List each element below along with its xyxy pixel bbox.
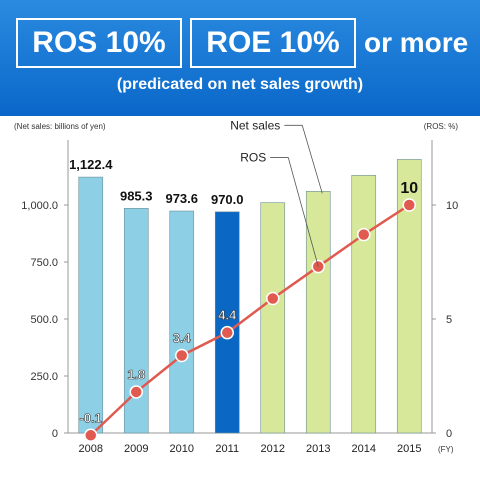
net-sales-callout-line [284, 124, 323, 194]
x-tick-label: 2012 [261, 443, 285, 455]
roe-target-box: ROE 10% [190, 18, 356, 68]
bar-net-sales-2011 [214, 211, 240, 434]
left-tick-label: 0 [52, 428, 58, 440]
ros-point-2009 [129, 385, 143, 399]
ros-value-label: -0.1 [80, 410, 102, 425]
x-tick-label: 2011 [215, 443, 239, 455]
chart-area: (Net sales: billions of yen) (ROS: %) 0 2… [0, 116, 480, 479]
ros-callout-line [270, 157, 319, 267]
x-tick-label: 2013 [306, 443, 330, 455]
left-tick-label: 1,000.0 [21, 200, 58, 212]
x-tick-label: 2010 [170, 443, 194, 455]
target-banner: ROS 10% ROE 10% or more (predicated on n… [0, 0, 480, 116]
ros-value-label: 10 [400, 180, 418, 197]
ros-value-label: 3.4 [173, 330, 192, 345]
ros-callout: ROS [240, 151, 266, 165]
left-axis-label: (Net sales: billions of yen) [14, 122, 106, 131]
ros-value-label: 4.4 [218, 308, 237, 323]
sales-ros-chart: (Net sales: billions of yen) (ROS: %) 0 2… [14, 118, 459, 455]
right-tick-label: 10 [446, 200, 458, 212]
left-tick-label: 250.0 [30, 371, 58, 383]
x-tick-label: 2009 [124, 443, 148, 455]
ros-point-2014 [357, 227, 371, 242]
ros-point-2012 [266, 291, 280, 306]
bar-net-sales-2012 [260, 202, 286, 434]
x-tick-label: 2014 [352, 443, 376, 455]
ros-value-label: 1.8 [127, 367, 145, 382]
left-tick-label: 500.0 [30, 314, 58, 326]
bar-net-sales-2013 [305, 191, 331, 434]
ros-point-2015 [402, 198, 416, 212]
x-unit-label: (FY) [438, 445, 454, 454]
bar-value-label: 1,122.4 [69, 157, 113, 172]
x-tick-label: 2008 [79, 443, 103, 455]
banner-subtitle: (predicated on net sales growth) [116, 76, 364, 93]
ros-point-2010 [175, 348, 189, 363]
x-tick-label: 2015 [397, 443, 421, 455]
ros-line [89, 203, 410, 437]
net-sales-callout: Net sales [230, 118, 280, 132]
ros-target-box: ROS 10% [16, 18, 182, 68]
ros-point-2011 [220, 325, 234, 340]
bar-net-sales-2014 [351, 175, 377, 434]
or-more-text: or more [364, 27, 469, 58]
bar-value-label: 973.6 [165, 191, 198, 206]
bar-net-sales-2010 [169, 210, 195, 434]
right-tick-label: 0 [446, 428, 452, 440]
bar-value-label: 985.3 [120, 188, 153, 203]
right-axis-label: (ROS: %) [424, 122, 459, 131]
ros-point-2008 [84, 428, 98, 443]
left-tick-label: 750.0 [30, 257, 58, 269]
bar-net-sales-2008 [78, 176, 104, 434]
right-tick-label: 5 [446, 314, 452, 326]
bar-value-label: 970.0 [211, 192, 244, 207]
